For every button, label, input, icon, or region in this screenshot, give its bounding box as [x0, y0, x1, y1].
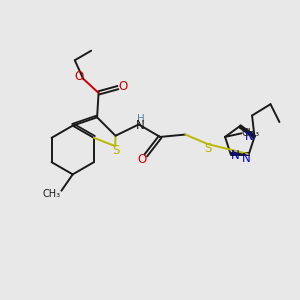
- Text: S: S: [112, 143, 119, 157]
- Text: N: N: [242, 152, 250, 165]
- Text: O: O: [118, 80, 128, 94]
- Text: N: N: [231, 149, 240, 162]
- Text: N: N: [245, 130, 254, 143]
- Text: CH₃: CH₃: [43, 189, 61, 199]
- Text: N: N: [136, 118, 145, 131]
- Text: S: S: [205, 142, 212, 155]
- Text: O: O: [74, 70, 83, 83]
- Text: H: H: [136, 114, 144, 124]
- Text: CH₃: CH₃: [242, 128, 260, 138]
- Text: O: O: [137, 153, 147, 166]
